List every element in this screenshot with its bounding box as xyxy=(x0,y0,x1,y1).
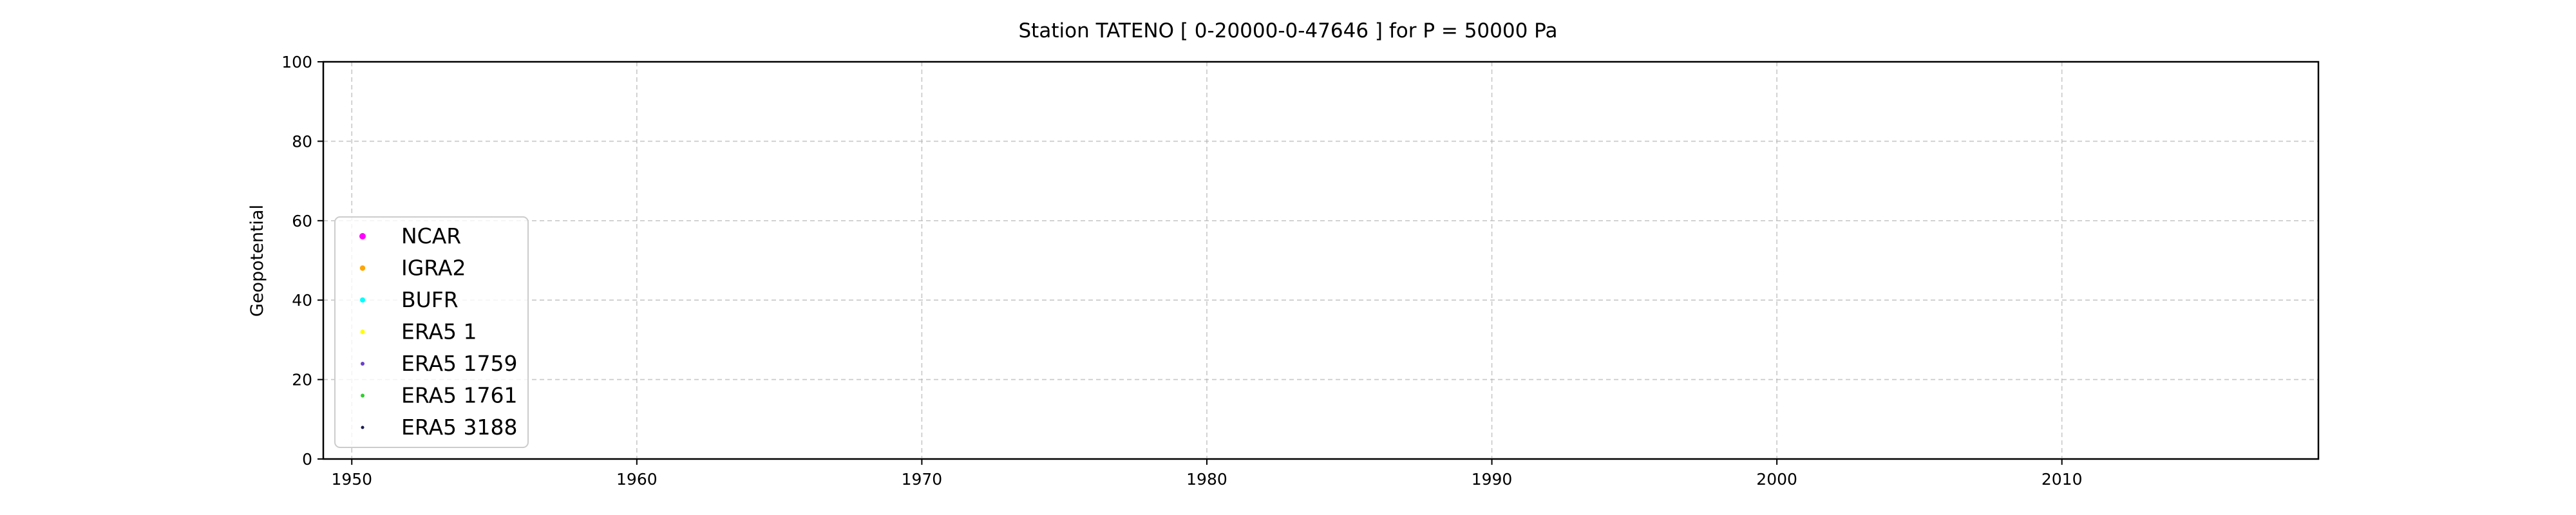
legend-marker xyxy=(360,330,365,334)
x-tick-label: 2000 xyxy=(1756,470,1797,489)
legend-marker xyxy=(359,265,366,271)
legend-entries: NCAR IGRA2 BUFR ERA5 1 ERA5 1759 ERA5 1761 ERA… xyxy=(359,223,518,440)
y-axis-label: Geopotential xyxy=(247,205,267,317)
x-tick-label: 1970 xyxy=(902,470,943,489)
x-tick-label: 1950 xyxy=(331,470,372,489)
legend-marker xyxy=(361,393,365,398)
grid-lines xyxy=(323,61,2318,460)
legend-label: ERA5 3188 xyxy=(401,415,518,440)
y-tick-label: 40 xyxy=(292,291,312,310)
y-axis-ticks: 0 20 40 60 80 100 xyxy=(281,53,323,469)
legend-marker xyxy=(361,362,365,366)
x-axis-ticks: 1950 1960 1970 1980 1990 2000 2010 xyxy=(331,459,2082,489)
x-tick-label: 1990 xyxy=(1472,470,1513,489)
plot-area-frame xyxy=(322,61,2320,460)
y-tick-label: 0 xyxy=(302,450,312,469)
legend-label: ERA5 1 xyxy=(401,319,477,344)
legend-marker xyxy=(359,233,366,239)
legend-box xyxy=(334,216,529,448)
legend-marker xyxy=(361,426,365,429)
y-tick-label: 20 xyxy=(292,371,312,389)
legend-marker xyxy=(360,297,365,303)
x-tick-label: 2010 xyxy=(2041,470,2083,489)
legend-label: BUFR xyxy=(401,287,459,312)
y-tick-label: 80 xyxy=(292,132,312,151)
legend-label: NCAR xyxy=(401,223,461,248)
x-tick-label: 1960 xyxy=(616,470,658,489)
legend-label: ERA5 1761 xyxy=(401,383,518,408)
chart-title: Station TATENO [ 0-20000-0-47646 ] for P… xyxy=(1019,19,1558,42)
x-tick-label: 1980 xyxy=(1186,470,1227,489)
legend: NCAR IGRA2 BUFR ERA5 1 ERA5 1759 ERA5 1761 ERA… xyxy=(334,216,529,448)
y-tick-label: 100 xyxy=(281,53,312,71)
legend-label: ERA5 1759 xyxy=(401,351,518,376)
y-tick-label: 60 xyxy=(292,212,312,230)
legend-label: IGRA2 xyxy=(401,256,466,281)
